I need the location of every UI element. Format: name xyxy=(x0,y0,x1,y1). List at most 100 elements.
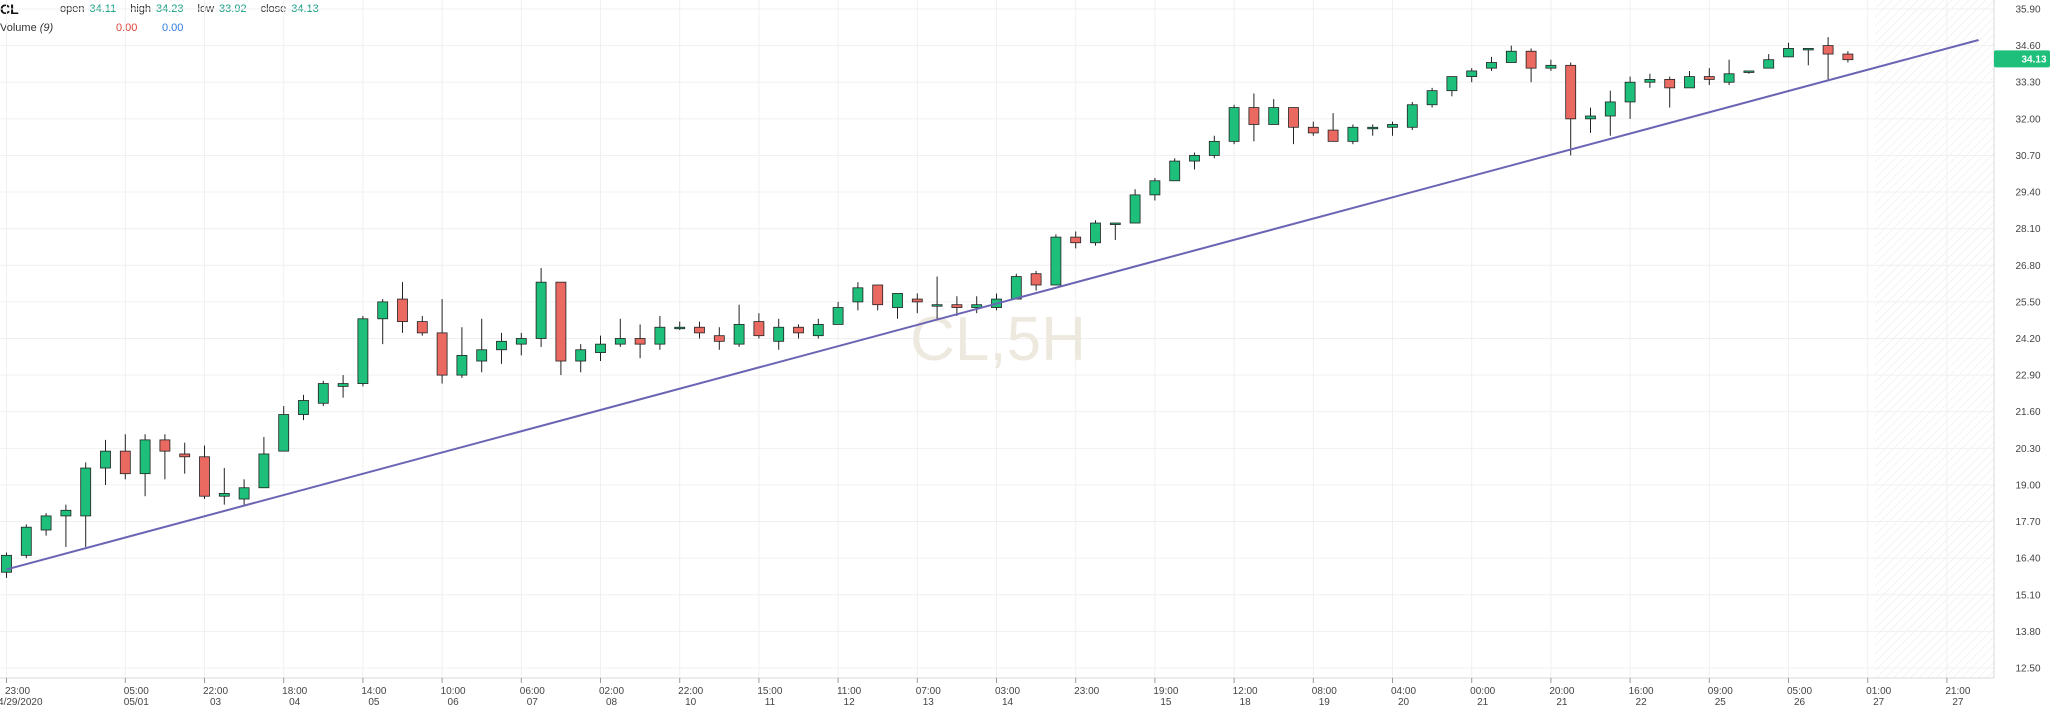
candle xyxy=(515,332,527,356)
candle xyxy=(634,324,646,359)
candle-body-up xyxy=(1109,222,1121,225)
candle xyxy=(852,282,864,311)
candle xyxy=(1604,90,1616,136)
candle xyxy=(20,524,32,559)
candle xyxy=(872,284,884,311)
candle xyxy=(951,296,963,316)
candle-body-up xyxy=(892,293,903,308)
time-tick-label: 01:00 xyxy=(1866,686,1891,697)
candle xyxy=(1010,273,1022,300)
volume-value-a: 0.00 xyxy=(116,22,138,34)
time-tick-label: 20:00 xyxy=(1549,686,1574,697)
candle xyxy=(1406,101,1418,131)
candle xyxy=(456,327,468,378)
candle-body-up xyxy=(971,304,983,308)
candle-body-up xyxy=(80,467,92,517)
date-tick-label: 10 xyxy=(685,697,697,708)
candle xyxy=(139,434,151,497)
candle xyxy=(1228,104,1240,145)
candle-body-down xyxy=(555,281,567,362)
candle-body-up xyxy=(1228,107,1240,142)
time-tick-label: 07:00 xyxy=(916,686,941,697)
candle xyxy=(1050,234,1062,286)
candle-body-up xyxy=(773,326,785,342)
price-tick-label: 12.50 xyxy=(2015,664,2040,675)
time-tick-label: 21:00 xyxy=(1945,686,1970,697)
candle-body-up xyxy=(1486,62,1497,69)
time-tick-label: 10:00 xyxy=(441,686,466,697)
candle-body-up xyxy=(1604,101,1616,117)
candle xyxy=(733,304,745,347)
candle xyxy=(1644,73,1656,88)
candle-body-up xyxy=(1783,48,1794,58)
candle xyxy=(1446,76,1458,97)
volume-value-b: 0.00 xyxy=(162,22,184,34)
candle-body-down xyxy=(1327,129,1339,142)
candle xyxy=(694,321,705,339)
last-price-box xyxy=(1994,50,2050,68)
volume-indicator-label: Volume (9) xyxy=(0,19,116,38)
candle xyxy=(1684,70,1695,89)
candle-body-up xyxy=(575,349,587,362)
candle-body-down xyxy=(634,338,646,345)
candle-body-up xyxy=(852,287,864,303)
trendline[interactable] xyxy=(6,39,1979,571)
candle xyxy=(832,301,844,325)
candle-body-up xyxy=(654,326,666,345)
time-tick-label: 16:00 xyxy=(1629,686,1654,697)
candle-body-up xyxy=(1,554,12,573)
candle-body-up xyxy=(1367,126,1379,130)
time-tick-label: 02:00 xyxy=(599,686,624,697)
time-axis[interactable]: 23:0004/29/202005:0005/0122:000318:00041… xyxy=(0,678,1971,708)
candle-body-up xyxy=(456,354,468,376)
time-tick-label: 14:00 xyxy=(361,686,386,697)
candle-body-up xyxy=(1426,90,1438,106)
candle xyxy=(1248,93,1260,142)
date-tick-label: 22 xyxy=(1636,697,1648,708)
candle-body-up xyxy=(317,383,329,404)
candle xyxy=(1387,121,1398,136)
date-tick-label: 27 xyxy=(1952,697,1964,708)
candle-body-up xyxy=(1802,48,1814,51)
candle-body-down xyxy=(793,326,804,334)
date-tick-label: 11 xyxy=(765,697,776,708)
time-tick-label: 22:00 xyxy=(678,686,703,697)
time-tick-label: 23:00 xyxy=(1074,686,1099,697)
price-tick-label: 21.60 xyxy=(2015,407,2040,418)
candle xyxy=(535,268,547,347)
candle xyxy=(1783,42,1794,58)
candle xyxy=(1327,113,1339,142)
candle xyxy=(793,324,804,339)
candle xyxy=(40,513,52,536)
volume-label: Volume xyxy=(0,22,37,34)
candle xyxy=(1288,107,1299,145)
date-tick-label: 03 xyxy=(210,697,222,708)
candle xyxy=(773,318,785,350)
candle xyxy=(1664,76,1676,108)
candle xyxy=(179,442,191,474)
time-tick-label: 06:00 xyxy=(520,686,545,697)
candle-body-down xyxy=(1307,126,1319,134)
date-tick-label: 26 xyxy=(1794,697,1806,708)
candle-body-down xyxy=(1070,236,1082,244)
candle-body-up xyxy=(1189,155,1200,162)
candle-body-up xyxy=(1387,124,1398,128)
candle xyxy=(278,406,290,452)
candle-body-down xyxy=(159,439,171,452)
candle-body-up xyxy=(60,509,72,517)
candle-body-up xyxy=(278,414,290,452)
candle xyxy=(971,296,983,314)
date-tick-label: 14 xyxy=(1002,697,1014,708)
time-tick-label: 03:00 xyxy=(995,686,1020,697)
time-tick-label: 19:00 xyxy=(1153,686,1178,697)
candle xyxy=(218,468,230,505)
candle xyxy=(337,375,349,398)
price-axis[interactable]: 35.90 34.60 33.30 32.00 30.70 29.40 28.10 26.80… xyxy=(2015,5,2040,675)
candle xyxy=(298,394,309,421)
candle-body-up xyxy=(1763,59,1775,69)
price-tick-label: 26.80 xyxy=(2015,261,2040,272)
candle-body-up xyxy=(1545,64,1557,69)
candle xyxy=(1189,152,1200,170)
candle xyxy=(258,437,270,489)
